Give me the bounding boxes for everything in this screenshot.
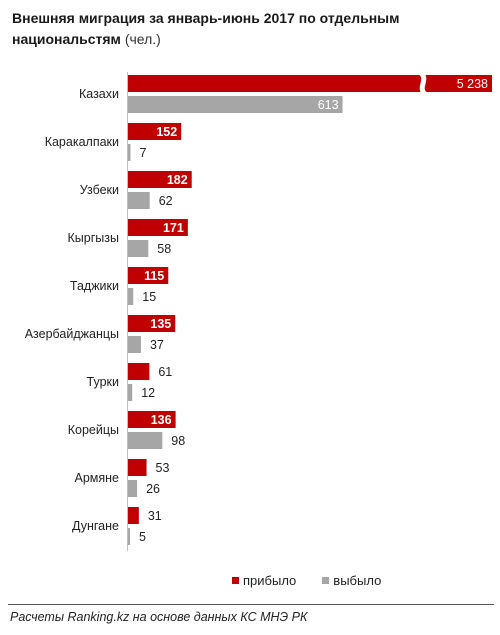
bar-chart: Казахи 5 238 613 Каракалпаки 152 7 Узбеки 182 62… [25, 70, 492, 551]
legend-label-arrived: прибыло [243, 573, 297, 588]
bar-arrived-cat-1 [128, 123, 182, 140]
value-label-departed-cat-5: 37 [150, 338, 164, 352]
bar-departed-cat-9 [128, 528, 130, 545]
bar-arrived-cat-6 [128, 363, 150, 380]
source-note: Расчеты Ranking.kz на основе данных КС М… [10, 610, 308, 624]
legend-swatch-departed [322, 577, 330, 584]
bar-arrived-cat-2 [128, 171, 192, 188]
category-label-cat-2: Узбеки [80, 183, 119, 197]
bar-departed-cat-5 [128, 336, 141, 353]
bar-departed-cat-3 [128, 240, 149, 257]
value-label-arrived-cat-7: 136 [151, 413, 172, 427]
value-label-departed-cat-3: 58 [157, 242, 171, 256]
bar-arrived-cat-5 [128, 315, 176, 332]
category-label-cat-5: Азербайджанцы [25, 327, 119, 341]
category-label-cat-6: Турки [87, 375, 119, 389]
bar-departed-cat-7 [128, 432, 163, 449]
bar-departed-cat-0 [128, 96, 343, 113]
category-label-cat-0: Казахи [79, 87, 119, 101]
chart-unit: (чел.) [124, 31, 161, 47]
value-label-departed-cat-2: 62 [159, 194, 173, 208]
chart-title-text: Внешняя миграция за январь-июнь 2017 по … [12, 10, 400, 47]
value-label-arrived-cat-6: 61 [158, 365, 172, 379]
value-label-departed-cat-6: 12 [141, 386, 155, 400]
bar-departed-cat-2 [128, 192, 150, 209]
value-label-departed-cat-8: 26 [146, 482, 160, 496]
value-label-arrived-cat-5: 135 [150, 317, 171, 331]
value-label-arrived-cat-1: 152 [156, 125, 177, 139]
axis-break-mark [418, 70, 428, 97]
category-label-cat-8: Армяне [74, 471, 119, 485]
value-label-arrived-cat-2: 182 [167, 173, 188, 187]
chart-title: Внешняя миграция за январь-июнь 2017 по … [12, 8, 482, 50]
bar-departed-cat-4 [128, 288, 134, 305]
legend-swatch-arrived [232, 577, 239, 584]
value-label-departed-cat-0: 613 [318, 98, 339, 112]
value-label-departed-cat-1: 7 [139, 146, 146, 160]
footer-divider [8, 604, 494, 605]
category-label-cat-1: Каракалпаки [45, 135, 119, 149]
value-label-arrived-cat-4: 115 [144, 269, 164, 283]
legend-item-departed: выбыло [322, 573, 381, 588]
bar-arrived-cat-4 [128, 267, 169, 284]
value-label-departed-cat-4: 15 [142, 290, 156, 304]
value-label-arrived-cat-0: 5 238 [457, 77, 488, 91]
value-label-arrived-cat-3: 171 [163, 221, 184, 235]
bar-arrived-cat-3 [128, 219, 188, 236]
legend-label-departed: выбыло [333, 573, 382, 588]
bar-arrived-cat-8 [128, 459, 147, 476]
value-label-departed-cat-7: 98 [171, 434, 185, 448]
bar-arrived-cat-0 [128, 75, 492, 92]
value-label-departed-cat-9: 5 [139, 530, 146, 544]
bar-arrived-cat-9 [128, 507, 139, 524]
bar-departed-cat-1 [128, 144, 131, 161]
category-label-cat-4: Таджики [70, 279, 119, 293]
legend: прибыло выбыло [232, 573, 407, 588]
legend-item-arrived: прибыло [232, 573, 296, 588]
bar-arrived-cat-7 [128, 411, 176, 428]
value-label-arrived-cat-9: 31 [148, 509, 162, 523]
bar-departed-cat-6 [128, 384, 133, 401]
category-label-cat-7: Корейцы [68, 423, 119, 437]
bar-departed-cat-8 [128, 480, 138, 497]
category-label-cat-3: Кыргызы [68, 231, 119, 245]
category-label-cat-9: Дунгане [72, 519, 119, 533]
value-label-arrived-cat-8: 53 [156, 461, 170, 475]
